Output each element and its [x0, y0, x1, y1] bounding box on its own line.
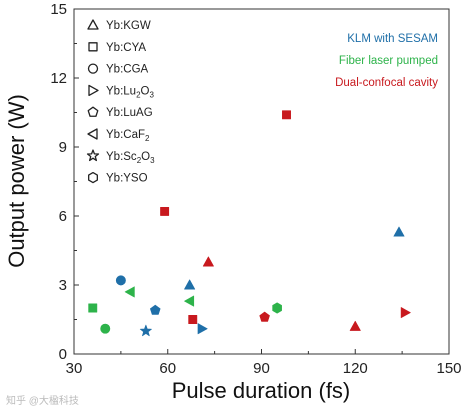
data-point-triangle-right — [400, 307, 411, 319]
legend-marker-triangle-right-icon — [88, 84, 99, 97]
watermark: 知乎 @大楹科技 — [6, 396, 79, 407]
data-point-triangle-up — [202, 256, 214, 267]
data-point-square — [88, 303, 98, 313]
data-point-triangle-right — [197, 323, 208, 335]
data-point-triangle-up — [184, 279, 196, 290]
legend-marker-square-icon — [88, 42, 98, 52]
data-points — [88, 110, 411, 337]
legend: Yb:KGW Yb:CYA Yb:CGA Yb:Lu2O3 Yb:LuAG Yb:CaF2… — [86, 19, 155, 185]
legend-item: Yb:YSO — [88, 171, 148, 185]
x-axis: 30 60 90 120 150 — [66, 349, 462, 377]
y-tick-label: 6 — [59, 208, 67, 225]
x-tick-label: 120 — [343, 360, 368, 377]
category-label: Dual-confocal cavity — [335, 77, 438, 89]
legend-marker-triangle-left-icon — [87, 128, 98, 140]
legend-item: Yb:Lu2O3 — [88, 84, 154, 99]
y-tick-label: 3 — [59, 277, 67, 294]
data-point-triangle-up — [393, 226, 405, 237]
legend-label: Yb:CaF2 — [106, 129, 150, 143]
category-annotations: KLM with SESAM Fiber laser pumped Dual-con… — [335, 33, 438, 89]
x-tick-label: 30 — [66, 360, 83, 377]
legend-label: Yb:Lu2O3 — [106, 85, 154, 99]
data-point-triangle-left — [184, 295, 195, 307]
legend-marker-hexagon-icon — [88, 171, 98, 184]
y-tick-label: 0 — [59, 346, 67, 363]
y-axis-title: Output power (W) — [4, 94, 29, 268]
legend-label: Yb:CYA — [106, 42, 146, 54]
data-point-pentagon — [150, 304, 161, 315]
y-tick-label: 15 — [50, 1, 67, 18]
data-point-star — [139, 324, 152, 337]
legend-marker-circle-icon — [87, 63, 99, 74]
legend-label: Yb:LuAG — [106, 107, 153, 119]
x-tick-label: 150 — [436, 360, 461, 377]
legend-item: Yb:CaF2 — [87, 128, 150, 143]
legend-item: Yb:Sc2O3 — [86, 149, 155, 165]
y-tick-label: 9 — [59, 139, 67, 156]
data-point-square — [160, 206, 170, 216]
legend-label: Yb:CGA — [106, 64, 149, 76]
legend-item: Yb:KGW — [87, 19, 151, 32]
x-tick-label: 60 — [159, 360, 176, 377]
legend-label: Yb:KGW — [106, 20, 151, 32]
legend-item: Yb:LuAG — [87, 106, 153, 119]
legend-marker-pentagon-icon — [87, 106, 99, 117]
legend-item: Yb:CYA — [88, 42, 146, 54]
data-point-circle — [100, 323, 111, 334]
data-point-triangle-up — [349, 320, 361, 331]
data-point-circle — [115, 275, 126, 286]
legend-label: Yb:Sc2O3 — [106, 151, 155, 165]
y-axis: 0 3 6 9 12 15 — [50, 1, 79, 363]
data-point-triangle-left — [124, 286, 135, 298]
data-point-hexagon — [272, 302, 282, 314]
legend-label: Yb:YSO — [106, 173, 148, 185]
y-tick-label: 12 — [50, 70, 67, 87]
x-tick-label: 90 — [253, 360, 270, 377]
data-point-pentagon — [259, 311, 270, 322]
category-label: KLM with SESAM — [347, 33, 438, 45]
category-label: Fiber laser pumped — [339, 55, 438, 67]
x-axis-title: Pulse duration (fs) — [172, 378, 351, 403]
legend-marker-triangle-up-icon — [87, 19, 99, 30]
legend-marker-star-icon — [86, 149, 100, 162]
legend-item: Yb:CGA — [87, 63, 149, 76]
data-point-square — [188, 315, 198, 324]
data-point-square — [282, 110, 291, 120]
